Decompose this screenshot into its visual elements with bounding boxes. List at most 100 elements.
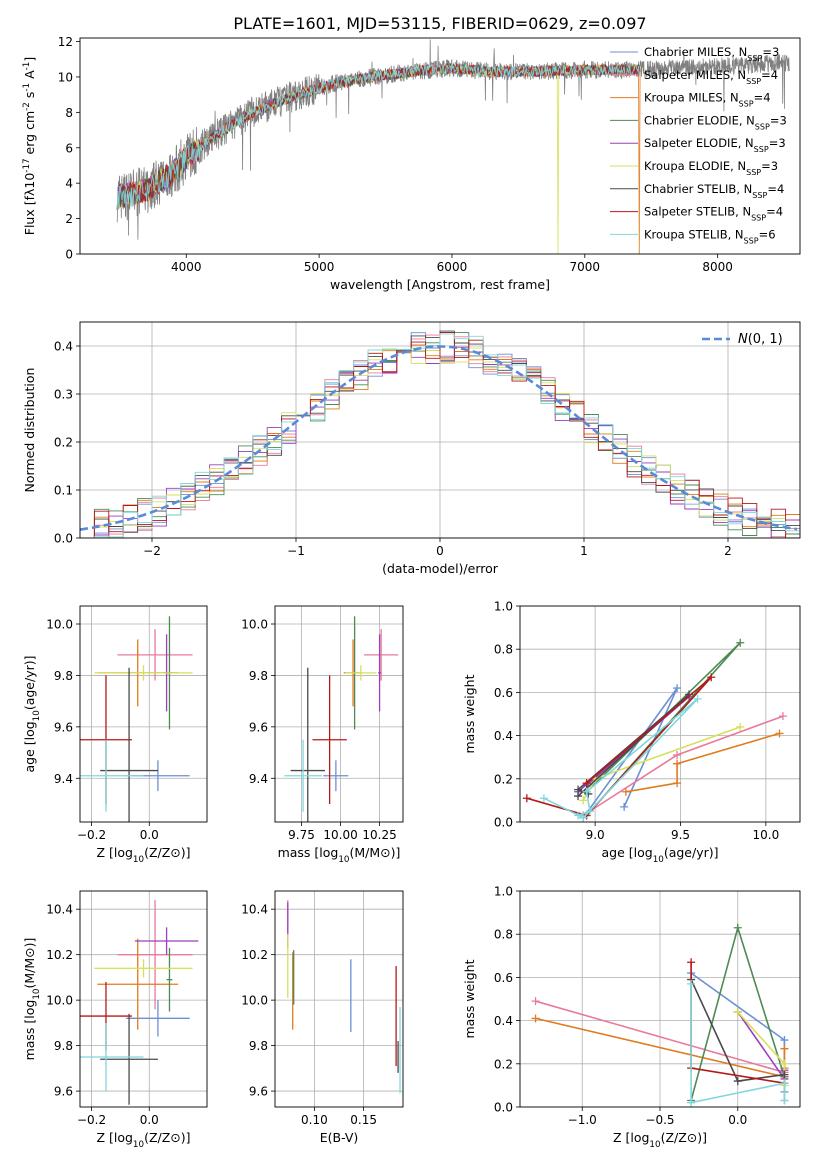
weight-line xyxy=(737,1011,786,1082)
weight-marker xyxy=(673,779,682,788)
weight-marker xyxy=(780,1070,789,1079)
y-tick-label: 0.6 xyxy=(494,686,513,700)
y-tick-label: 0.8 xyxy=(494,643,513,657)
y-tick-label: 9.6 xyxy=(249,720,268,734)
spectrum-panel: 4000 5000 6000 7000 8000 0 2 4 6 8 10 12 wavelength … xyxy=(22,35,801,292)
weight-marker xyxy=(693,694,702,703)
residuals-panel: −2 −1 0 1 2 0.0 0.1 0.2 0.3 0.4 (data-model)/error… xyxy=(22,321,801,576)
x-tick-label: 10.00 xyxy=(323,828,357,842)
weight-marker xyxy=(778,712,787,721)
weight-marker xyxy=(582,779,591,788)
weight-marker xyxy=(586,807,594,816)
y-tick-label: 0 xyxy=(65,248,73,262)
weight-marker xyxy=(673,684,682,693)
weight-marker xyxy=(531,997,540,1006)
x-tick-label: 0 xyxy=(436,544,444,558)
weight-marker xyxy=(539,794,548,803)
legend-label: Salpeter ELODIE, NSSP=3 xyxy=(644,136,786,154)
weight-marker xyxy=(582,787,591,796)
y-tick-label: 2 xyxy=(65,212,73,226)
y-tick-label: 9.6 xyxy=(54,720,73,734)
weight-line xyxy=(690,983,786,1104)
x-axis-label: mass [log10(M/M⊙)] xyxy=(278,845,401,865)
y-tick-label: 10.0 xyxy=(241,994,268,1008)
weight-marker xyxy=(707,673,716,682)
histogram-line xyxy=(80,333,800,538)
weight-marker xyxy=(522,794,531,803)
weight-line xyxy=(582,726,741,801)
residuals-legend: N(0, 1) xyxy=(702,332,783,347)
y-tick-label: 0.2 xyxy=(494,772,513,786)
model-line xyxy=(116,62,641,210)
y-tick-label: 1.0 xyxy=(494,600,513,614)
x-tick-label: 10.0 xyxy=(752,828,779,842)
weight-marker xyxy=(733,1077,742,1086)
y-tick-label: 4 xyxy=(65,177,73,191)
legend-label: Salpeter STELIB, NSSP=4 xyxy=(644,205,783,223)
y-axis-label: mass weight xyxy=(462,959,477,1038)
weight-marker xyxy=(733,923,742,932)
y-tick-label: 0.6 xyxy=(494,971,513,985)
weight-marker xyxy=(687,958,696,967)
x-tick-label: −1.0 xyxy=(568,1113,597,1127)
z-age-frame xyxy=(79,605,208,823)
z-mass-panel: −0.2 0.0 9.6 9.8 10.0 10.2 10.4 Z [log10(Z/Z⊙)]… xyxy=(22,890,208,1150)
x-tick-label: 10.25 xyxy=(362,828,396,842)
y-tick-label: 10.2 xyxy=(46,948,73,962)
weight-line xyxy=(526,676,712,817)
residuals-frame xyxy=(79,321,801,539)
z-mass-frame xyxy=(79,890,208,1108)
y-tick-label: 0.4 xyxy=(494,729,513,743)
model-line xyxy=(116,62,641,210)
z-weight-frame xyxy=(519,890,801,1108)
weight-marker xyxy=(733,1007,742,1016)
x-tick-label: −0.2 xyxy=(77,1113,106,1127)
weight-marker xyxy=(673,751,682,760)
y-tick-label: 0.8 xyxy=(494,928,513,942)
x-axis-label: Z [log10(Z/Z⊙)] xyxy=(96,845,190,865)
y-tick-label: 12 xyxy=(58,35,73,49)
x-axis-label: Z [log10(Z/Z⊙)] xyxy=(613,1130,707,1150)
age-weight-plot-area xyxy=(520,606,800,822)
x-tick-label: 6000 xyxy=(437,260,468,274)
x-tick-label: 8000 xyxy=(702,260,733,274)
age-weight-panel: 9.0 9.5 10.0 0.0 0.2 0.4 0.6 0.8 1.0 age [log10(a… xyxy=(462,600,801,865)
y-tick-label: 0.1 xyxy=(54,484,73,498)
weight-marker xyxy=(736,638,745,647)
x-axis-label: Z [log10(Z/Z⊙)] xyxy=(96,1130,190,1150)
x-axis-label: wavelength [Angstrom, rest frame] xyxy=(330,277,550,292)
weight-marker xyxy=(780,1096,789,1105)
y-tick-label: 9.4 xyxy=(54,772,73,786)
x-tick-label: −1 xyxy=(287,544,305,558)
ebv-mass-plot-area xyxy=(275,891,403,1107)
z-age-panel: −0.2 0.0 9.4 9.6 9.8 10.0 Z [log10(Z/Z⊙)] age [… xyxy=(22,605,208,865)
mass-age-plot-area xyxy=(275,606,403,822)
x-axis-label: age [log10(age/yr)] xyxy=(601,845,718,865)
weight-marker xyxy=(574,785,583,794)
y-tick-label: 9.6 xyxy=(54,1085,73,1099)
y-tick-label: 9.4 xyxy=(249,772,268,786)
x-tick-label: 0.10 xyxy=(301,1113,328,1127)
ebv-mass-frame xyxy=(274,890,404,1108)
y-tick-label: 10.0 xyxy=(241,618,268,632)
y-tick-label: 9.8 xyxy=(249,1039,268,1053)
spectrum-frame xyxy=(79,37,801,255)
x-tick-label: 0.0 xyxy=(728,1113,747,1127)
observed-spectrum-line xyxy=(116,39,790,240)
y-tick-label: 10.0 xyxy=(46,618,73,632)
y-tick-label: 0.4 xyxy=(54,340,73,354)
weight-line xyxy=(543,698,699,819)
y-tick-label: 0.0 xyxy=(54,532,73,546)
normal-curve xyxy=(80,345,798,531)
weight-marker xyxy=(780,1059,789,1068)
x-tick-label: 9.0 xyxy=(586,828,605,842)
y-axis-label: Normed distribution xyxy=(22,368,37,493)
weight-marker xyxy=(736,722,745,731)
ebv-mass-panel: 0.10 0.15 9.6 9.8 10.0 10.2 10.4 E(B-V) xyxy=(241,890,404,1145)
y-tick-label: 9.6 xyxy=(249,1085,268,1099)
weight-marker xyxy=(579,796,588,805)
y-axis-label: mass weight xyxy=(462,674,477,753)
weight-marker xyxy=(621,787,630,796)
x-tick-label: 0.0 xyxy=(140,828,159,842)
legend-label: Kroupa STELIB, NSSP=6 xyxy=(644,227,776,245)
